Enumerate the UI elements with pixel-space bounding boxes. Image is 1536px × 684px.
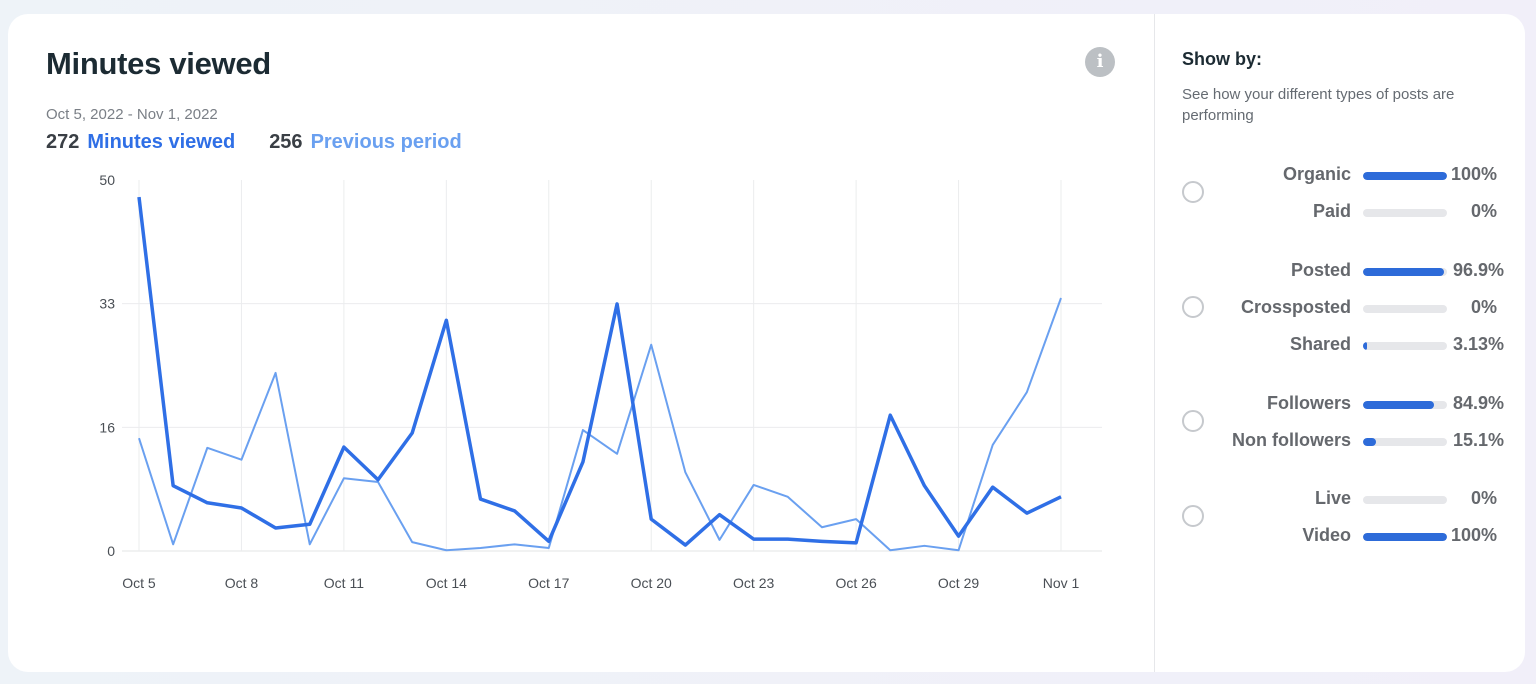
x-tick-label: Oct 29 <box>938 575 979 591</box>
breakdown-percent: 0% <box>1470 488 1497 508</box>
chart-legend: 272 Minutes viewed 256 Previous period <box>46 131 462 154</box>
x-tick-label: Oct 8 <box>225 575 259 591</box>
breakdown-label: Crossposted <box>1240 297 1351 317</box>
breakdown-row-crossposted: Crossposted 0% <box>1200 297 1520 321</box>
date-range: Oct 5, 2022 - Nov 1, 2022 <box>46 106 218 123</box>
x-tick-label: Oct 20 <box>631 575 672 591</box>
breakdown-bar-track <box>1363 268 1447 276</box>
breakdown-bar-fill <box>1363 533 1447 541</box>
series-line-previous-period <box>138 297 1062 552</box>
page-title: Minutes viewed <box>46 46 271 81</box>
x-tick-label: Oct 26 <box>835 575 876 591</box>
minutes-viewed-card <box>8 14 1525 672</box>
breakdown-percent: 0% <box>1470 297 1497 317</box>
group-radio-3[interactable] <box>1182 505 1204 527</box>
breakdown-row-shared: Shared 3.13% <box>1200 334 1520 358</box>
panel-divider <box>1154 14 1155 672</box>
breakdown-bar-track <box>1363 438 1447 446</box>
x-tick-label: Oct 23 <box>733 575 774 591</box>
breakdown-label: Paid <box>1312 201 1351 221</box>
breakdown-bar-fill <box>1363 268 1445 276</box>
y-tick-label: 16 <box>99 419 115 435</box>
breakdown-row-paid: Paid 0% <box>1200 201 1520 225</box>
y-tick-label: 50 <box>99 172 115 188</box>
legend-current[interactable]: Minutes viewed <box>87 131 236 153</box>
series-line-minutes-viewed <box>137 196 1062 547</box>
x-tick-label: Oct 5 <box>122 575 156 591</box>
info-icon[interactable]: i <box>1085 47 1115 77</box>
current-total: 272 <box>46 131 80 153</box>
x-tick-label: Oct 11 <box>324 575 364 591</box>
breakdown-bar-fill <box>1363 401 1435 409</box>
breakdown-label: Followers <box>1266 393 1351 413</box>
breakdown-row-non-followers: Non followers 15.1% <box>1200 430 1520 454</box>
breakdown-row-organic: Organic 100% <box>1200 164 1520 188</box>
x-tick-label: Nov 1 <box>1043 575 1080 591</box>
breakdown-bar-track <box>1363 533 1447 541</box>
breakdown-percent: 100% <box>1450 164 1497 184</box>
breakdown-label: Live <box>1314 488 1351 508</box>
y-tick-label: 33 <box>99 296 115 312</box>
breakdown-row-video: Video 100% <box>1200 525 1520 549</box>
y-tick-label: 0 <box>107 543 115 559</box>
breakdown-row-live: Live 0% <box>1200 488 1520 512</box>
breakdown-bar-fill <box>1363 342 1367 350</box>
x-tick-label: Oct 14 <box>426 575 467 591</box>
breakdown-bar-track <box>1363 401 1447 409</box>
breakdown-bar-track <box>1363 209 1447 217</box>
show-by-title: Show by: <box>1182 49 1262 69</box>
group-radio-2[interactable] <box>1182 410 1204 432</box>
group-radio-1[interactable] <box>1182 296 1204 318</box>
group-radio-0[interactable] <box>1182 181 1204 203</box>
breakdown-percent: 96.9% <box>1453 260 1505 280</box>
previous-total: 256 <box>269 131 303 153</box>
breakdown-percent: 3.13% <box>1453 334 1505 354</box>
breakdown-bar-track <box>1363 342 1447 350</box>
x-tick-label: Oct 17 <box>528 575 569 591</box>
breakdown-percent: 0% <box>1470 201 1497 221</box>
breakdown-row-followers: Followers 84.9% <box>1200 393 1520 417</box>
breakdown-label: Posted <box>1290 260 1351 280</box>
show-by-description: See how your different types of posts ar… <box>1182 86 1455 124</box>
breakdown-bar-fill <box>1363 172 1447 180</box>
breakdown-row-posted: Posted 96.9% <box>1200 260 1520 284</box>
breakdown-bar-track <box>1363 496 1447 504</box>
legend-previous[interactable]: Previous period <box>310 131 462 153</box>
breakdown-label: Non followers <box>1231 430 1351 450</box>
breakdown-label: Shared <box>1289 334 1351 354</box>
breakdown-bar-track <box>1363 172 1447 180</box>
breakdown-bar-track <box>1363 305 1447 313</box>
breakdown-percent: 100% <box>1450 525 1497 545</box>
breakdown-bar-fill <box>1363 438 1376 446</box>
breakdown-percent: 84.9% <box>1453 393 1505 413</box>
breakdown-label: Organic <box>1282 164 1351 184</box>
breakdown-label: Video <box>1302 525 1351 545</box>
breakdown-percent: 15.1% <box>1453 430 1505 450</box>
